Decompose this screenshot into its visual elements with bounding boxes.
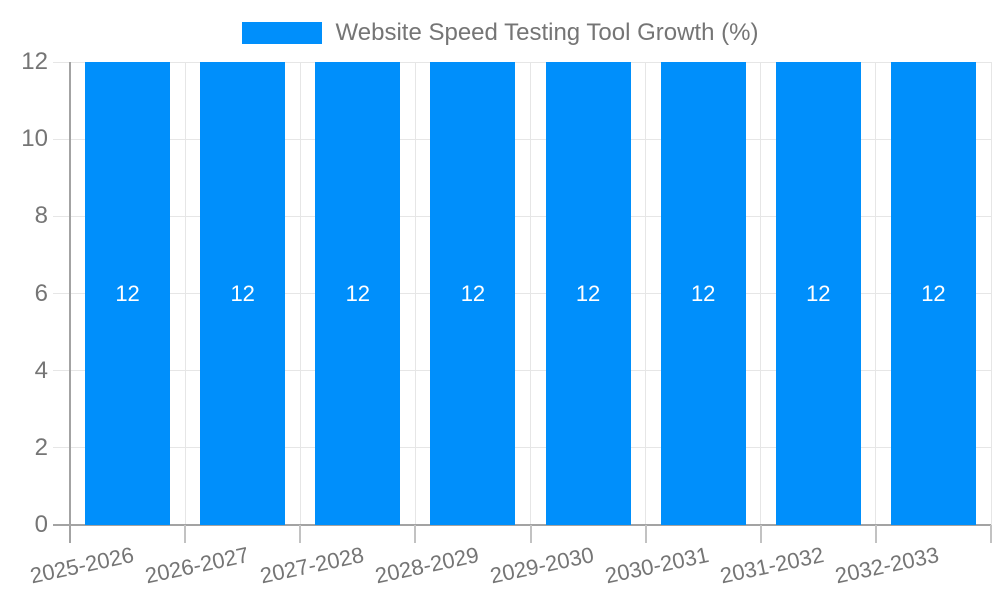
x-gridline [184,62,186,525]
x-tick-mark [529,525,532,543]
legend: Website Speed Testing Tool Growth (%) [0,18,1000,48]
bar-value-label: 12 [575,281,601,306]
bar[interactable] [890,62,976,525]
bar[interactable] [315,62,401,525]
x-gridline [875,62,877,525]
x-tick-mark [759,525,762,543]
x-gridline [645,62,647,525]
x-tick-mark [184,525,187,543]
bar-value-label: 12 [115,281,140,306]
bar-value-label: 12 [921,281,946,306]
x-tick-mark [414,525,417,543]
y-gridline [53,293,991,294]
y-gridline [53,138,991,140]
legend-label: Website Speed Testing Tool Growth (%) [335,19,759,46]
legend-swatch [241,22,322,44]
y-tick-label: 2 [34,433,48,461]
y-tick-label: 6 [34,279,48,307]
x-axis-baseline [53,524,991,526]
x-tick-mark [874,525,877,543]
y-axis-line [69,62,71,543]
x-gridline [530,62,531,525]
y-tick-label: 8 [34,202,48,230]
y-tick-label: 4 [34,356,48,384]
x-tick-mark [644,525,647,543]
x-gridline [760,62,762,525]
bar-value-label: 12 [690,281,716,306]
bar[interactable] [85,62,171,525]
bar[interactable] [660,62,746,525]
y-gridline [53,447,991,449]
y-tick-label: 0 [34,511,48,538]
x-gridline [299,62,301,525]
bar[interactable] [430,62,516,525]
bar-value-label: 12 [460,281,486,306]
y-gridline [53,61,991,63]
y-tick-label: 12 [21,48,48,75]
y-gridline [53,215,991,217]
bar-value-label: 12 [806,281,831,306]
bar[interactable] [200,62,286,525]
bar-value-label: 12 [230,281,255,306]
x-tick-mark [299,525,302,543]
bar[interactable] [545,62,631,525]
bar[interactable] [775,62,861,525]
x-gridline [990,62,992,525]
x-tick-mark [990,525,992,543]
y-gridline [53,370,991,372]
x-gridline [414,62,416,525]
y-tick-label: 10 [21,125,48,153]
bar-value-label: 12 [345,281,371,306]
